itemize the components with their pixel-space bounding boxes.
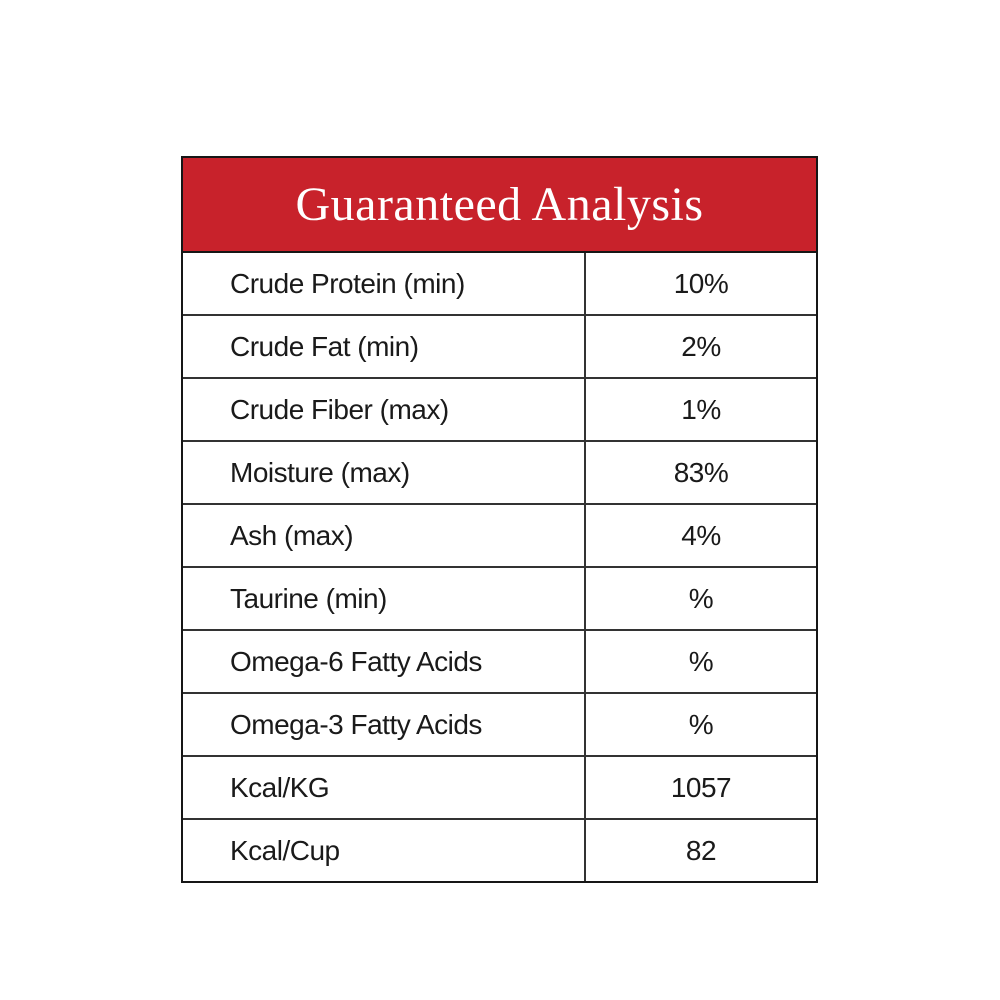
- nutrient-label: Crude Protein (min): [183, 253, 586, 314]
- nutrient-value: 10%: [673, 267, 729, 299]
- table-row: Crude Fat (min) 2%: [183, 314, 816, 377]
- nutrient-value: 1%: [681, 393, 721, 425]
- table-row: Kcal/Cup 82: [183, 818, 816, 881]
- nutrient-label: Omega-6 Fatty Acids: [183, 631, 586, 692]
- nutrient-value: 2%: [681, 330, 721, 362]
- nutrient-label: Moisture (max): [183, 442, 586, 503]
- table-row: Crude Fiber (max) 1%: [183, 377, 816, 440]
- nutrient-value: 82: [685, 834, 717, 866]
- table-row: Ash (max) 4%: [183, 503, 816, 566]
- table-row: Omega-6 Fatty Acids %: [183, 629, 816, 692]
- nutrient-value: %: [688, 582, 714, 614]
- nutrient-value: %: [688, 645, 714, 677]
- nutrient-label: Taurine (min): [183, 568, 586, 629]
- nutrient-value: 1057: [670, 771, 732, 803]
- analysis-table: Crude Protein (min) 10% Crude Fat (min) …: [183, 253, 816, 881]
- nutrient-label: Kcal/Cup: [183, 820, 586, 881]
- guaranteed-analysis-panel: Guaranteed Analysis Crude Protein (min) …: [181, 156, 818, 883]
- nutrient-value: %: [688, 708, 714, 740]
- nutrient-label: Crude Fiber (max): [183, 379, 586, 440]
- table-row: Omega-3 Fatty Acids %: [183, 692, 816, 755]
- table-row: Crude Protein (min) 10%: [183, 253, 816, 314]
- nutrient-label: Kcal/KG: [183, 757, 586, 818]
- nutrient-value: 4%: [681, 519, 721, 551]
- panel-title: Guaranteed Analysis: [295, 178, 704, 231]
- table-row: Kcal/KG 1057: [183, 755, 816, 818]
- table-row: Moisture (max) 83%: [183, 440, 816, 503]
- table-row: Taurine (min) %: [183, 566, 816, 629]
- panel-title-bar: Guaranteed Analysis: [183, 158, 816, 253]
- nutrient-value: 83%: [673, 456, 729, 488]
- nutrient-label: Ash (max): [183, 505, 586, 566]
- nutrient-label: Omega-3 Fatty Acids: [183, 694, 586, 755]
- nutrient-label: Crude Fat (min): [183, 316, 586, 377]
